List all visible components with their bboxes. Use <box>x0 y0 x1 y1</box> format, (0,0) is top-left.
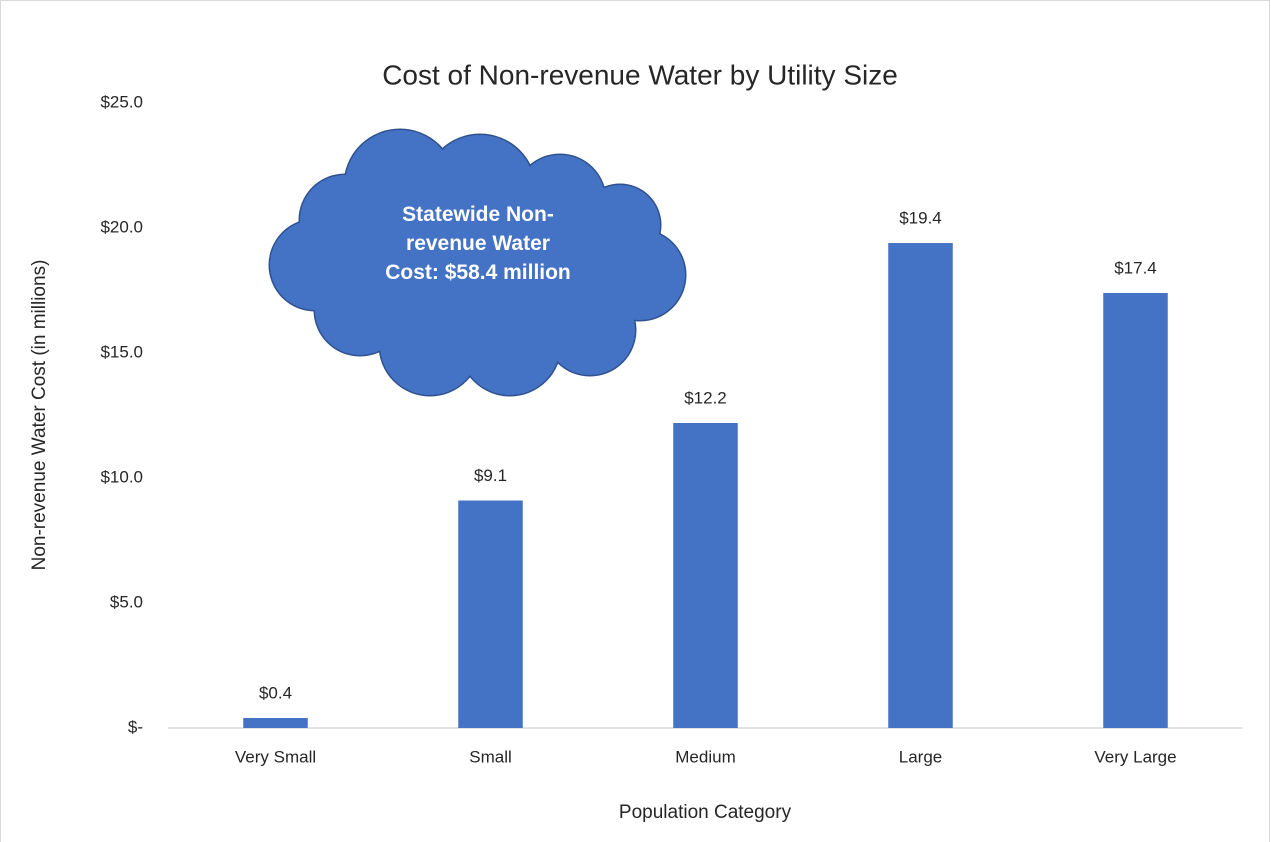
x-tick-label: Large <box>899 747 942 766</box>
y-tick-label: $- <box>128 717 143 736</box>
chart-title: Cost of Non-revenue Water by Utility Siz… <box>382 59 898 90</box>
y-tick-label: $15.0 <box>100 342 143 361</box>
annotation: Statewide Non-revenue Water Cost: $58.4 … <box>385 203 571 284</box>
bar <box>458 500 523 728</box>
bar <box>243 718 308 728</box>
y-tick-label: $10.0 <box>100 467 143 486</box>
y-tick-label: $20.0 <box>100 217 143 236</box>
x-tick-label: Very Large <box>1094 747 1176 766</box>
x-tick-label: Small <box>469 747 512 766</box>
cloud-fill <box>270 130 685 395</box>
y-axis-label: Non-revenue Water Cost (in millions) <box>29 260 50 571</box>
data-label: $19.4 <box>899 208 942 227</box>
bar <box>1103 293 1168 728</box>
y-tick-label: $5.0 <box>110 592 143 611</box>
data-label: $17.4 <box>1114 258 1157 277</box>
data-label: $12.2 <box>684 388 727 407</box>
bar <box>673 423 738 728</box>
x-tick-label: Medium <box>675 747 735 766</box>
data-label: $9.1 <box>474 466 507 485</box>
bar <box>888 243 953 728</box>
x-axis-label: Population Category <box>619 802 792 823</box>
data-label: $0.4 <box>259 683 292 702</box>
y-tick-label: $25.0 <box>100 92 143 111</box>
x-tick-label: Very Small <box>235 747 316 766</box>
